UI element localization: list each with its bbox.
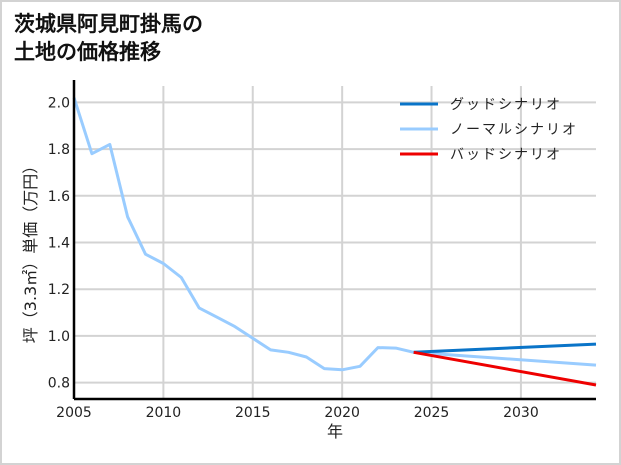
y-tick-label: 1.4	[48, 236, 70, 252]
x-tick-label: 2005	[56, 405, 92, 421]
chart-title-line-1: 茨城県阿見町掛馬の	[14, 12, 203, 36]
x-tick-label: 2025	[414, 405, 450, 421]
y-axis-label: 坪（3.3㎡）単価（万円）	[21, 158, 40, 343]
y-tick-label: 0.8	[48, 376, 70, 392]
legend-label: バッドシナリオ	[450, 147, 562, 163]
x-axis-ticks: 2005 2010 2015 2020 2025 2030	[56, 405, 539, 421]
y-tick-label: 1.8	[48, 142, 70, 158]
y-tick-label: 2.0	[48, 95, 70, 111]
x-tick-label: 2030	[503, 405, 539, 421]
axes	[72, 80, 596, 401]
series-line	[413, 342, 597, 354]
series-line	[72, 97, 597, 372]
y-tick-label: 1.6	[48, 189, 70, 205]
y-tick-label: 1.2	[48, 282, 70, 298]
x-tick-label: 2020	[324, 405, 360, 421]
y-axis-ticks: 0.8 1.0 1.2 1.4 1.6 1.8 2.0	[48, 95, 70, 391]
chart-title: 茨城県阿見町掛馬の 土地の価格推移	[14, 10, 203, 66]
legend-label: グッドシナリオ	[450, 97, 562, 113]
series-line	[413, 350, 597, 387]
x-tick-label: 2015	[235, 405, 271, 421]
x-axis-label: 年	[327, 422, 343, 441]
x-tick-label: 2010	[146, 405, 182, 421]
data-lines	[72, 97, 597, 387]
chart-title-line-2: 土地の価格推移	[14, 40, 161, 64]
y-tick-label: 1.0	[48, 329, 70, 345]
gridlines	[74, 86, 596, 399]
legend-label: ノーマルシナリオ	[450, 122, 578, 138]
